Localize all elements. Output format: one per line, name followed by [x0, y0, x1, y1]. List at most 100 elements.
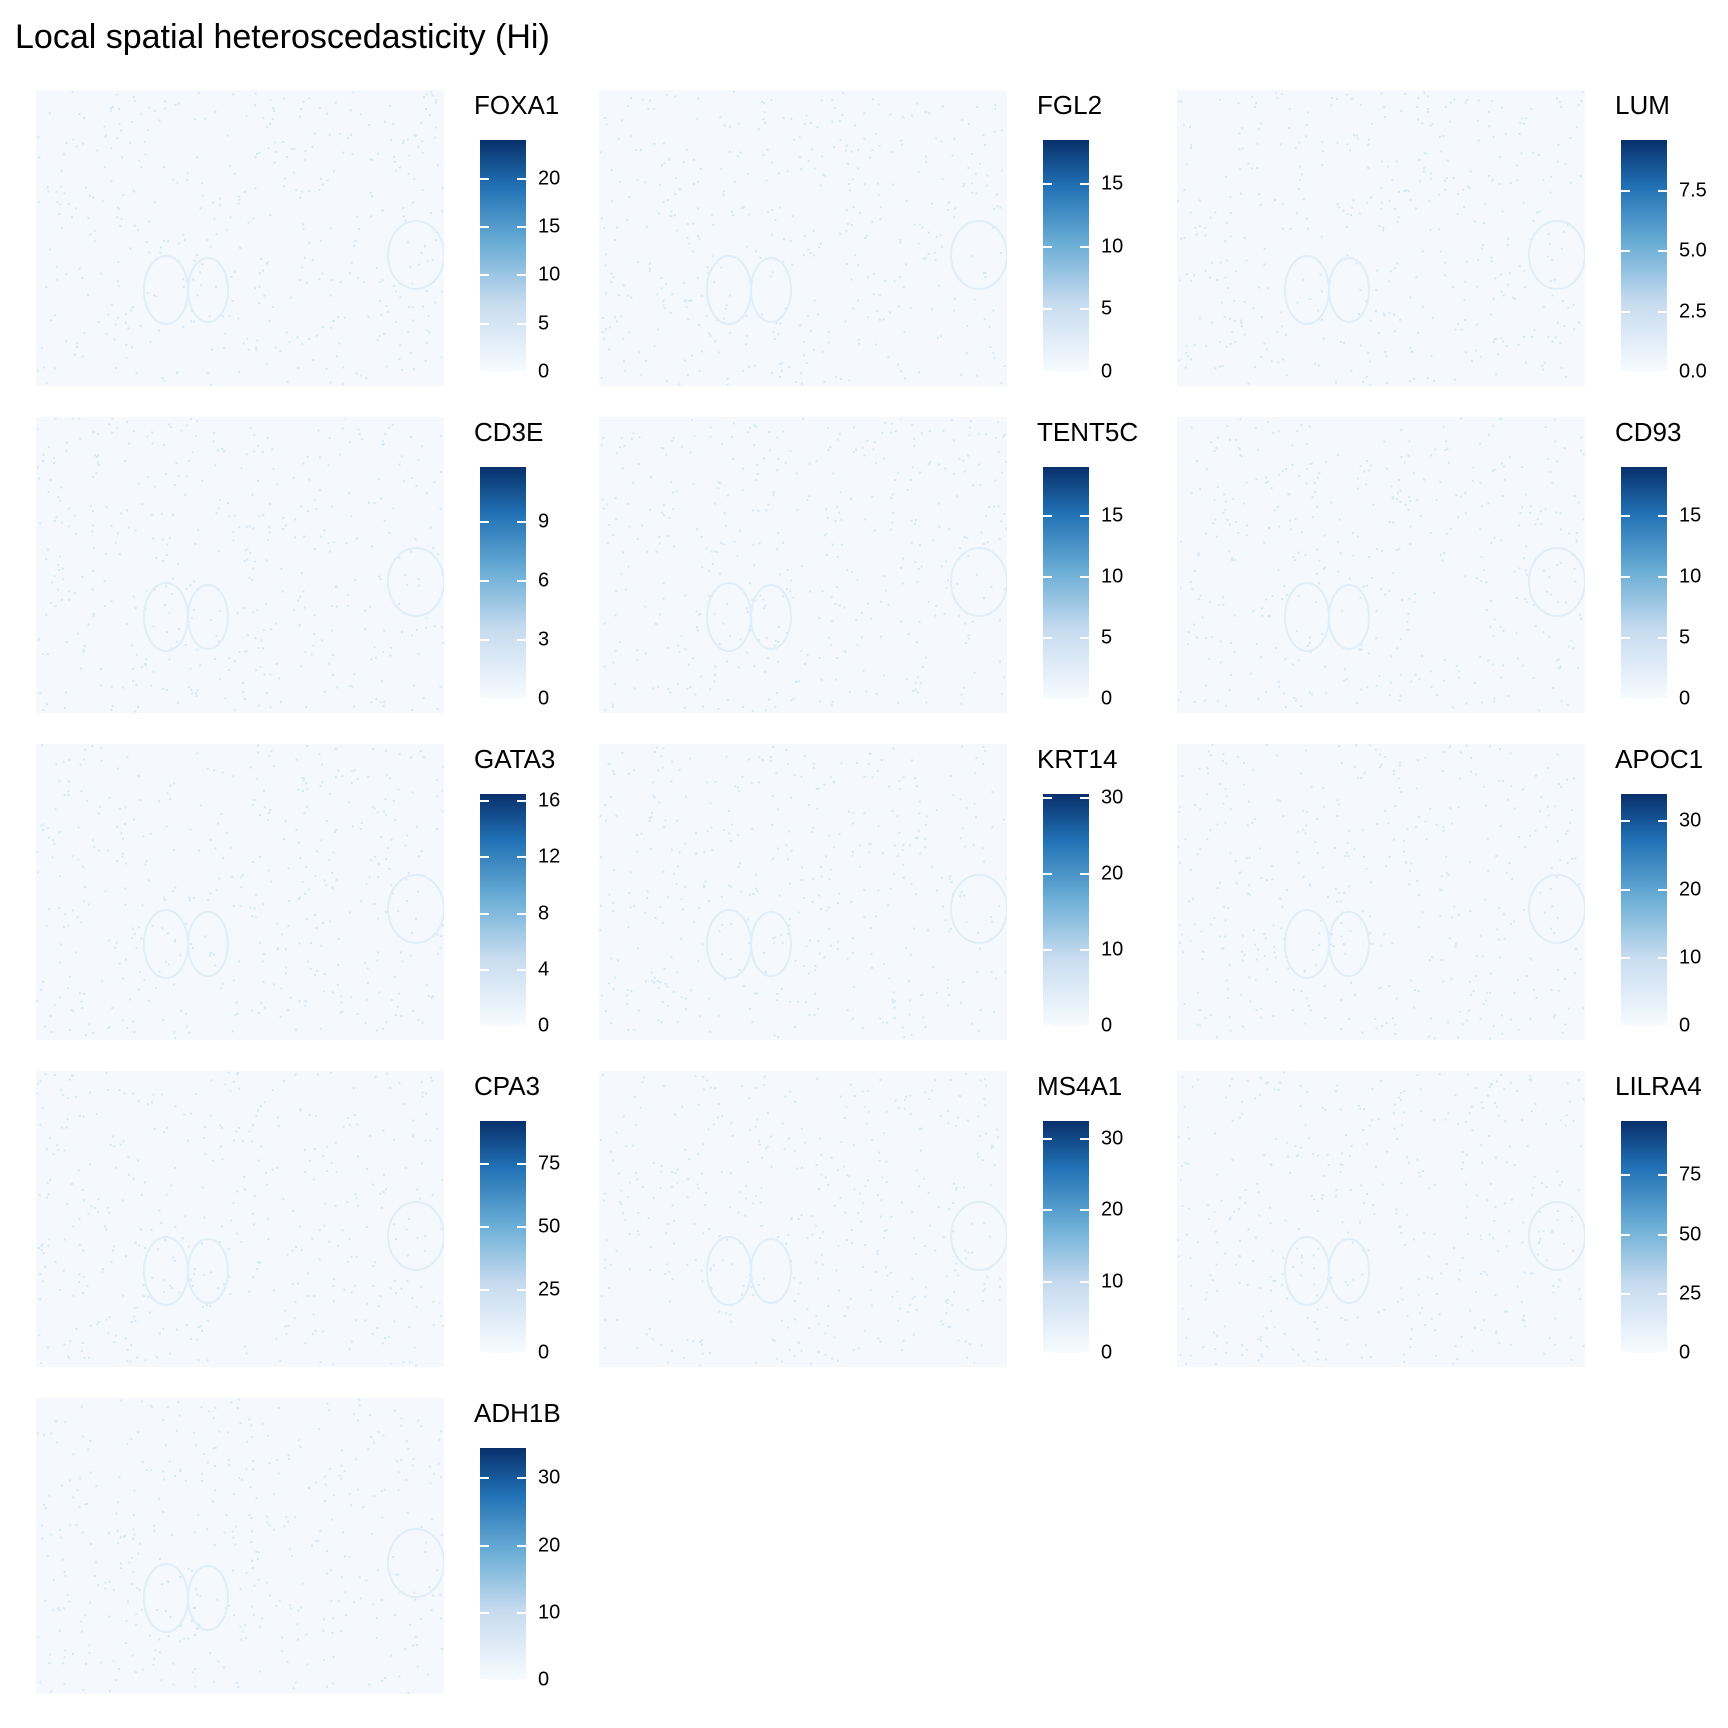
cell-point — [165, 960, 168, 963]
cell-point — [231, 875, 234, 878]
cell-point — [600, 217, 603, 220]
cell-point — [174, 1036, 177, 1039]
cell-point — [617, 137, 620, 140]
cell-point — [363, 281, 366, 284]
cell-point — [221, 982, 224, 985]
cell-point — [53, 1074, 56, 1077]
cell-point — [56, 588, 59, 591]
cell-point — [377, 863, 380, 866]
cell-point — [641, 1081, 644, 1084]
cell-point — [676, 683, 679, 685]
cell-point — [983, 1282, 986, 1285]
cell-point — [983, 1078, 986, 1081]
cell-point — [770, 233, 773, 236]
cell-point — [1189, 581, 1192, 583]
cell-point — [848, 1175, 851, 1178]
cell-point — [1498, 418, 1501, 421]
cell-point — [964, 1249, 967, 1252]
cell-point — [790, 849, 793, 852]
cell-point — [621, 119, 624, 122]
cell-point — [709, 1086, 712, 1089]
colorbar-tick — [517, 698, 526, 700]
cell-point — [826, 516, 829, 519]
cell-point — [1555, 511, 1558, 514]
cell-point — [1570, 1358, 1573, 1361]
cell-point — [176, 370, 179, 373]
cell-point — [58, 906, 61, 909]
cell-point — [1409, 525, 1412, 528]
cell-point — [122, 1140, 125, 1143]
cell-point — [872, 272, 875, 275]
cell-point — [162, 1328, 165, 1331]
cell-point — [940, 335, 942, 338]
cell-point — [918, 620, 921, 623]
colorbar-tick — [480, 639, 489, 642]
cell-point — [885, 1266, 888, 1269]
cell-point — [337, 315, 340, 318]
cell-point — [613, 773, 616, 776]
cell-point — [265, 125, 268, 128]
cell-point — [1229, 852, 1232, 855]
cell-point — [209, 1305, 212, 1308]
cell-point — [612, 534, 615, 536]
cell-point — [1185, 1336, 1188, 1339]
cell-point — [726, 660, 729, 663]
cell-point — [251, 1212, 254, 1215]
cell-point — [165, 688, 168, 691]
cell-point — [1228, 1084, 1231, 1087]
cell-point — [1500, 676, 1503, 679]
cell-point — [820, 875, 823, 878]
cell-point — [53, 462, 55, 464]
cell-point — [1226, 997, 1229, 999]
cell-point — [985, 1084, 988, 1087]
cell-point — [967, 166, 970, 169]
cell-point — [1513, 920, 1516, 923]
cell-point — [373, 502, 376, 505]
cell-point — [986, 184, 988, 187]
cell-point — [50, 1031, 53, 1033]
cell-point — [661, 921, 664, 924]
cell-point — [153, 1128, 156, 1130]
cell-point — [132, 430, 135, 433]
cell-point — [786, 763, 789, 765]
cell-point — [721, 1115, 724, 1117]
cell-point — [1392, 572, 1395, 575]
cell-point — [708, 1228, 711, 1230]
cell-point — [1381, 160, 1383, 163]
cell-point — [412, 1010, 415, 1013]
cell-point — [1388, 589, 1391, 592]
cell-point — [615, 518, 618, 521]
cell-point — [685, 148, 688, 151]
cell-point — [741, 1293, 743, 1296]
cell-point — [1341, 762, 1343, 765]
cell-point — [928, 1098, 931, 1100]
cell-point — [82, 648, 85, 651]
cell-point — [614, 614, 617, 617]
cell-point — [163, 379, 166, 382]
cell-point — [256, 153, 258, 155]
cell-point — [301, 266, 304, 269]
cell-point — [803, 235, 806, 237]
cell-point — [1486, 991, 1489, 994]
cell-point — [1209, 829, 1212, 832]
cell-point — [40, 1245, 43, 1247]
cell-point — [265, 692, 268, 694]
cell-point — [130, 1344, 133, 1347]
cell-point — [1500, 539, 1503, 542]
cell-point — [1576, 532, 1578, 535]
cell-point — [1403, 1243, 1406, 1246]
cell-point — [329, 227, 332, 230]
cell-point — [759, 1225, 762, 1227]
cell-point — [1217, 604, 1220, 607]
cell-point — [425, 984, 428, 987]
cell-point — [751, 1021, 754, 1024]
cell-point — [1196, 853, 1199, 856]
cell-point — [352, 1087, 355, 1090]
cell-point — [839, 1095, 842, 1098]
colorbar-tick — [1621, 888, 1630, 891]
cell-point — [754, 992, 756, 995]
cell-point — [1355, 262, 1358, 265]
cell-point — [725, 304, 728, 307]
cell-point — [333, 170, 336, 173]
cell-point — [1215, 446, 1218, 449]
